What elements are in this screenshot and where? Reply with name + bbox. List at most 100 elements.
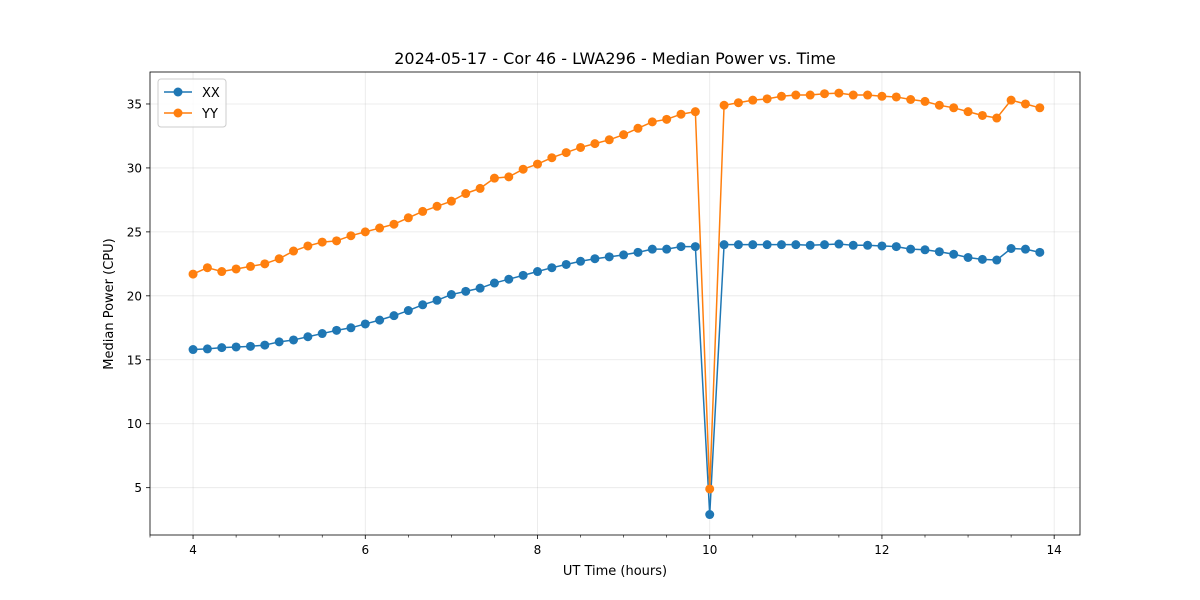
data-point-xx	[733, 240, 743, 250]
y-tick-label: 30	[127, 161, 142, 175]
data-point-xx	[576, 256, 586, 266]
series-layer	[188, 88, 1045, 520]
data-point-xx	[504, 274, 514, 284]
legend-marker-yy	[173, 108, 183, 118]
data-point-yy	[1006, 95, 1016, 105]
y-tick-label: 10	[127, 417, 142, 431]
data-point-yy	[360, 227, 370, 237]
data-point-xx	[260, 340, 270, 350]
data-point-xx	[805, 240, 815, 250]
data-point-xx	[934, 247, 944, 257]
data-point-yy	[217, 267, 227, 277]
data-point-xx	[977, 254, 987, 264]
data-point-yy	[547, 153, 557, 163]
data-point-yy	[260, 259, 270, 269]
data-point-xx	[231, 342, 241, 352]
data-point-xx	[776, 240, 786, 250]
data-point-yy	[906, 95, 916, 104]
data-point-xx	[949, 249, 959, 259]
data-point-yy	[776, 91, 786, 101]
x-tick-label: 14	[1047, 543, 1062, 557]
data-point-yy	[289, 246, 299, 256]
data-point-xx	[604, 252, 614, 262]
data-point-yy	[619, 130, 629, 140]
data-point-xx	[992, 255, 1002, 265]
data-point-xx	[1006, 244, 1016, 253]
data-point-xx	[834, 239, 844, 249]
data-point-yy	[533, 159, 542, 169]
data-point-yy	[346, 231, 356, 241]
data-point-xx	[791, 240, 801, 250]
data-point-xx	[432, 295, 442, 305]
data-point-yy	[733, 98, 743, 108]
data-point-xx	[389, 311, 399, 321]
data-point-xx	[633, 247, 643, 257]
data-point-yy	[791, 90, 801, 100]
data-point-xx	[963, 252, 973, 262]
data-point-xx	[274, 337, 284, 347]
data-point-xx	[202, 344, 212, 354]
data-point-yy	[202, 263, 212, 273]
data-point-yy	[375, 223, 385, 233]
legend-label-xx: XX	[202, 86, 220, 101]
data-point-yy	[633, 123, 643, 133]
data-point-yy	[891, 92, 901, 102]
x-tick-label: 10	[702, 543, 717, 557]
plot-frame	[149, 71, 1081, 536]
data-point-xx	[303, 332, 313, 342]
data-point-yy	[934, 100, 944, 110]
y-tick-label: 15	[127, 353, 142, 367]
data-point-xx	[360, 319, 370, 329]
data-point-xx	[863, 240, 873, 250]
data-point-xx	[848, 240, 858, 250]
data-point-xx	[533, 267, 542, 277]
legend-label-yy: YY	[201, 107, 218, 122]
data-point-yy	[604, 135, 614, 145]
y-axis-label: Median Power (CPU)	[102, 238, 117, 369]
data-point-xx	[317, 329, 327, 339]
data-point-xx	[403, 306, 413, 316]
data-point-yy	[446, 196, 456, 206]
series-line-yy	[192, 92, 1041, 490]
data-point-yy	[389, 219, 399, 229]
data-point-yy	[977, 110, 987, 120]
data-point-xx	[418, 300, 428, 310]
data-point-xx	[245, 341, 255, 351]
chart-title: 2024-05-17 - Cor 46 - LWA296 - Median Po…	[394, 49, 836, 68]
data-point-yy	[992, 113, 1002, 123]
data-point-xx	[619, 250, 629, 260]
data-point-yy	[1035, 103, 1045, 113]
data-point-yy	[590, 139, 600, 149]
y-tick-label: 25	[127, 225, 142, 239]
data-point-xx	[332, 325, 342, 335]
data-point-xx	[289, 335, 299, 345]
y-tick-label: 35	[127, 97, 142, 111]
data-point-xx	[375, 315, 385, 325]
data-point-yy	[317, 237, 327, 247]
data-point-yy	[432, 201, 442, 211]
data-point-xx	[690, 242, 700, 252]
data-point-yy	[1020, 99, 1030, 109]
data-point-yy	[403, 213, 413, 223]
y-tick-label: 20	[127, 289, 142, 303]
data-point-xx	[1035, 247, 1045, 257]
axes-layer: 4 6 8 10 12 14 5 10 15 20 25 30 35	[127, 71, 1081, 557]
grid-layer	[150, 72, 1080, 535]
data-point-yy	[705, 484, 715, 494]
x-tick-label: 12	[874, 543, 889, 557]
data-point-yy	[245, 261, 255, 271]
data-point-yy	[877, 91, 887, 101]
data-point-yy	[518, 164, 528, 174]
x-tick-label: 8	[534, 543, 542, 557]
data-point-yy	[475, 183, 485, 193]
data-point-xx	[705, 510, 715, 520]
data-point-yy	[762, 94, 772, 104]
data-point-xx	[518, 270, 528, 280]
data-point-yy	[332, 236, 342, 246]
data-point-yy	[690, 107, 700, 117]
data-point-xx	[820, 240, 830, 250]
data-point-yy	[418, 206, 428, 216]
data-point-yy	[719, 100, 729, 110]
data-point-xx	[446, 290, 456, 300]
